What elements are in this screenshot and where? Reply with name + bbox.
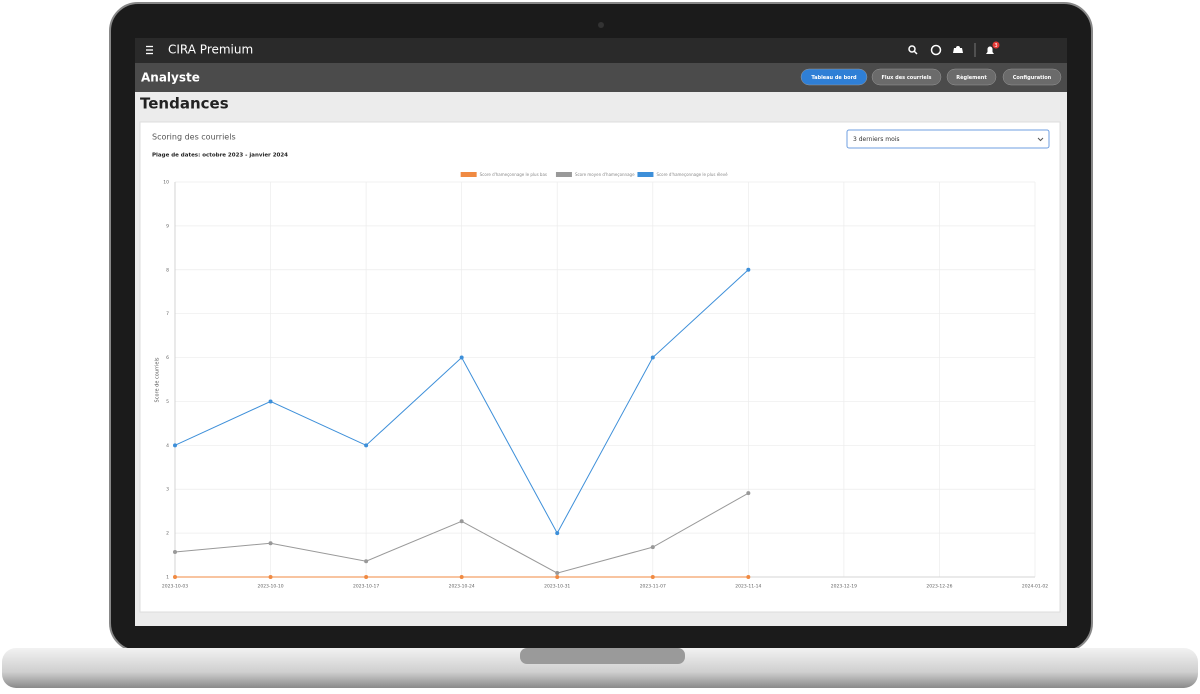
- x-tick-label: 2023-10-10: [257, 584, 283, 590]
- legend-label: Score moyen d'hameçonnage: [575, 172, 635, 177]
- nav-tab[interactable]: [800, 68, 868, 86]
- y-tick-label: 9: [166, 223, 169, 229]
- period-select-value: 3 derniers mois: [853, 136, 900, 143]
- data-point: [364, 559, 369, 564]
- legend-swatch: [555, 172, 572, 177]
- data-point: [459, 355, 464, 360]
- x-tick-label: 2023-12-26: [926, 584, 952, 590]
- data-point: [555, 531, 560, 536]
- data-point: [364, 443, 369, 448]
- data-point: [555, 575, 560, 579]
- card-title: Scoring des courriels: [152, 133, 236, 142]
- x-tick-label: 2024-01-02: [1022, 584, 1048, 590]
- page-title: Tendances: [140, 95, 229, 113]
- card: [139, 121, 1061, 613]
- data-point: [173, 443, 177, 448]
- nav-tab[interactable]: [946, 68, 997, 86]
- x-tick-label: 2023-10-17: [353, 584, 379, 590]
- x-tick-label: 2023-10-03: [162, 584, 188, 590]
- y-tick-label: 4: [166, 443, 169, 449]
- nav-tab-label: Configuration: [1013, 75, 1052, 81]
- top-bar: [135, 38, 1067, 63]
- x-tick-label: 2023-10-31: [544, 584, 570, 590]
- y-tick-label: 10: [163, 180, 169, 186]
- data-point: [268, 541, 273, 546]
- x-tick-label: 2023-12-19: [831, 584, 857, 590]
- app-name: CIRA Premium: [168, 43, 253, 57]
- y-tick-label: 6: [166, 355, 169, 361]
- nav-tab[interactable]: [871, 68, 942, 86]
- data-point: [746, 575, 751, 579]
- data-point: [650, 355, 655, 360]
- legend-swatch: [460, 172, 477, 177]
- globe-icon[interactable]: [930, 44, 942, 56]
- data-point: [555, 571, 560, 576]
- y-tick-label: 8: [166, 267, 169, 273]
- data-point: [459, 519, 464, 524]
- y-tick-label: 7: [166, 311, 169, 317]
- cart-icon[interactable]: [953, 46, 963, 53]
- legend-swatch: [637, 172, 654, 177]
- legend-label: Score d'hameçonnage le plus élevé: [656, 172, 728, 177]
- data-point: [650, 575, 655, 579]
- laptop-notch: [520, 648, 685, 664]
- y-axis-label: Score de courriels: [155, 357, 161, 402]
- data-point: [173, 575, 177, 579]
- y-tick-label: 1: [166, 575, 169, 581]
- notification-count: 3: [994, 43, 997, 49]
- search-icon[interactable]: [908, 45, 918, 55]
- x-tick-label: 2023-11-07: [640, 584, 666, 590]
- data-point: [268, 575, 273, 579]
- period-select[interactable]: 3 derniers mois: [846, 129, 1050, 149]
- nav-tab-label: Tableau de bord: [811, 75, 857, 81]
- legend-label: Score d'hameçonnage le plus bas: [480, 172, 547, 177]
- nav-tab[interactable]: [1002, 68, 1062, 86]
- date-range: Plage de dates: octobre 2023 - janvier 2…: [152, 153, 288, 159]
- menu-icon[interactable]: [146, 45, 153, 55]
- data-point: [173, 549, 177, 554]
- data-point: [459, 575, 464, 579]
- data-point: [746, 267, 751, 272]
- notification-icon[interactable]: [986, 46, 994, 55]
- x-tick-label: 2023-10-24: [449, 584, 475, 590]
- nav-title: Analyste: [141, 71, 200, 85]
- nav-tab-label: Flux des courriels: [881, 75, 931, 81]
- y-tick-label: 2: [166, 531, 169, 537]
- data-point: [268, 399, 273, 404]
- data-point: [650, 545, 655, 550]
- notification-badge: [992, 41, 1000, 49]
- data-point: [746, 491, 751, 496]
- data-point: [364, 575, 369, 579]
- x-tick-label: 2023-11-14: [735, 584, 761, 590]
- y-tick-label: 5: [166, 399, 169, 405]
- y-tick-label: 3: [166, 487, 169, 493]
- laptop-base: [2, 648, 1198, 688]
- nav-tab-label: Règlement: [956, 74, 987, 81]
- camera: [598, 22, 604, 28]
